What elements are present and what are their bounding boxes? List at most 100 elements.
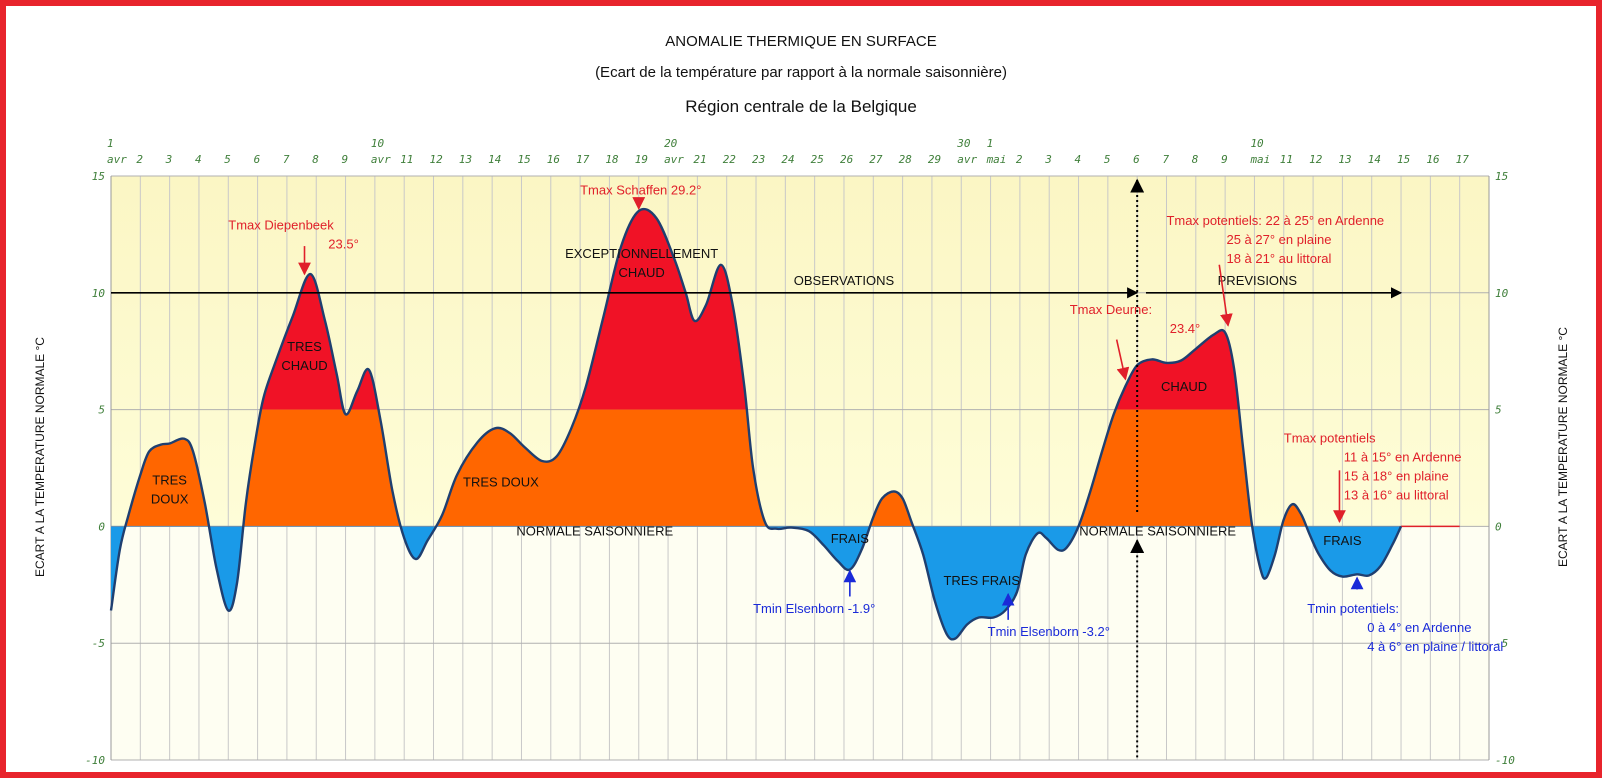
x-tick-label: 21	[693, 153, 706, 166]
x-tick-label: 11	[1280, 153, 1293, 166]
annotation-text: Tmax potentiels	[1284, 430, 1376, 445]
x-tick-label: 19	[635, 153, 648, 166]
x-tick-label: 13	[1338, 153, 1351, 166]
x-tick-label: 14	[488, 153, 501, 166]
y-tick-label: 0	[98, 520, 105, 533]
annotation-text: 0 à 4° en Ardenne	[1367, 620, 1471, 635]
annotation-text: 23.4°	[1170, 321, 1201, 336]
annotation-text: Tmax Diepenbeek	[228, 218, 334, 233]
x-tick-label: 16	[1426, 153, 1440, 166]
x-tick-label: 16	[547, 153, 561, 166]
y-tick-label: 10	[1495, 287, 1509, 300]
y-tick-label: 5	[1495, 404, 1502, 417]
x-tick-label: 6	[254, 153, 261, 166]
y-tick-label: 15	[92, 170, 105, 183]
annotation-text: 18 à 21° au littoral	[1226, 251, 1331, 266]
x-tick-label: avr	[664, 153, 684, 166]
annotation-arrow	[1115, 339, 1130, 381]
chart-region: Région centrale de la Belgique	[685, 97, 917, 116]
x-tick-label: 20	[664, 137, 678, 150]
x-tick-label: 24	[781, 153, 794, 166]
y-tick-label: -5	[1495, 637, 1508, 650]
x-tick-label: 17	[1456, 153, 1470, 166]
x-tick-label: 14	[1368, 153, 1381, 166]
annotation-text: 11 à 15° en Ardenne	[1344, 449, 1462, 464]
x-tick-label: avr	[957, 153, 977, 166]
annotation-text: Tmax potentiels: 22 à 25° en Ardenne	[1166, 213, 1384, 228]
x-tick-label: 15	[517, 153, 530, 166]
x-tick-label: 5	[1104, 153, 1111, 166]
x-tick-label: 30	[956, 137, 971, 150]
annotation-text: 15 à 18° en plaine	[1344, 468, 1449, 483]
x-tick-label: 6	[1133, 153, 1140, 166]
zone-label: NORMALE SAISONNIERE	[1079, 524, 1236, 539]
x-tick-label: 23	[752, 153, 765, 166]
x-tick-label: 25	[811, 153, 824, 166]
x-tick-label: 8	[1192, 153, 1199, 166]
x-tick-label: 4	[195, 153, 202, 166]
x-tick-label: 1	[107, 137, 114, 150]
x-tick-label: avr	[107, 153, 127, 166]
chart-subtitle: (Ecart de la température par rapport à l…	[595, 64, 1007, 81]
x-tick-label: 11	[400, 153, 413, 166]
zone-label: CHAUD	[1161, 379, 1207, 394]
previsions-label: PREVISIONS	[1218, 273, 1298, 288]
zone-label: CHAUD	[619, 265, 665, 280]
x-tick-label: 3	[165, 153, 173, 166]
x-tick-label: 8	[312, 153, 319, 166]
y-tick-label: 15	[1495, 170, 1508, 183]
annotation-text: Tmax Deurne:	[1070, 302, 1152, 317]
zone-label: TRES	[152, 472, 187, 487]
zone-label: CHAUD	[281, 358, 327, 373]
y-tick-label: 0	[1495, 520, 1502, 533]
x-tick-label: 29	[928, 153, 941, 166]
y-tick-label: 10	[92, 287, 106, 300]
annotation-text: Tmax Schaffen 29.2°	[580, 183, 701, 198]
annotation-text: Tmin potentiels:	[1307, 601, 1399, 616]
zone-label: NORMALE SAISONNIERE	[516, 524, 673, 539]
x-tick-label: 2	[1016, 153, 1023, 166]
x-tick-label: 3	[1044, 153, 1052, 166]
x-tick-label: 1	[987, 137, 994, 150]
annotation-text: 4 à 6° en plaine / littoral	[1367, 639, 1503, 654]
x-tick-label: 9	[1221, 153, 1228, 166]
annotation-arrow	[1218, 264, 1233, 327]
x-tick-label: 12	[1309, 153, 1323, 166]
x-tick-label: mai	[1249, 153, 1270, 166]
x-tick-label: 10	[1250, 137, 1264, 150]
x-tick-label: 7	[1162, 153, 1169, 166]
x-tick-label: 15	[1397, 153, 1410, 166]
x-tick-label: 13	[459, 153, 472, 166]
zone-label: TRES	[287, 339, 322, 354]
x-tick-label: 27	[869, 153, 883, 166]
y-tick-label: -5	[92, 637, 105, 650]
x-tick-label: 18	[605, 153, 619, 166]
x-tick-label: avr	[371, 153, 391, 166]
x-tick-label: 28	[899, 153, 913, 166]
x-tick-label: 2	[136, 153, 143, 166]
zone-label: TRES DOUX	[463, 475, 539, 490]
x-tick-label: 5	[224, 153, 231, 166]
y-tick-label: 5	[98, 404, 105, 417]
annotation-text: Tmin Elsenborn -3.2°	[988, 624, 1110, 639]
annotation-text: 25 à 27° en plaine	[1226, 232, 1331, 247]
x-tick-label: 10	[371, 137, 385, 150]
x-tick-label: 17	[576, 153, 590, 166]
x-tick-label: 22	[723, 153, 737, 166]
observations-label: OBSERVATIONS	[794, 273, 895, 288]
x-tick-label: mai	[986, 153, 1007, 166]
x-tick-label: 26	[840, 153, 854, 166]
zone-label: FRAIS	[831, 531, 870, 546]
zone-label: TRES FRAIS	[943, 573, 1020, 588]
x-tick-label: 9	[342, 153, 349, 166]
y-tick-label: -10	[85, 754, 105, 767]
zone-label: FRAIS	[1323, 533, 1362, 548]
y-tick-label: -10	[1495, 754, 1515, 767]
zone-label: DOUX	[151, 491, 189, 506]
zone-label: EXCEPTIONNELLEMENT	[565, 246, 718, 261]
annotation-text: 23.5°	[328, 237, 359, 252]
annotation-text: 13 à 16° au littoral	[1344, 487, 1449, 502]
chart-title: ANOMALIE THERMIQUE EN SURFACE	[665, 33, 937, 50]
x-tick-label: 4	[1075, 153, 1082, 166]
